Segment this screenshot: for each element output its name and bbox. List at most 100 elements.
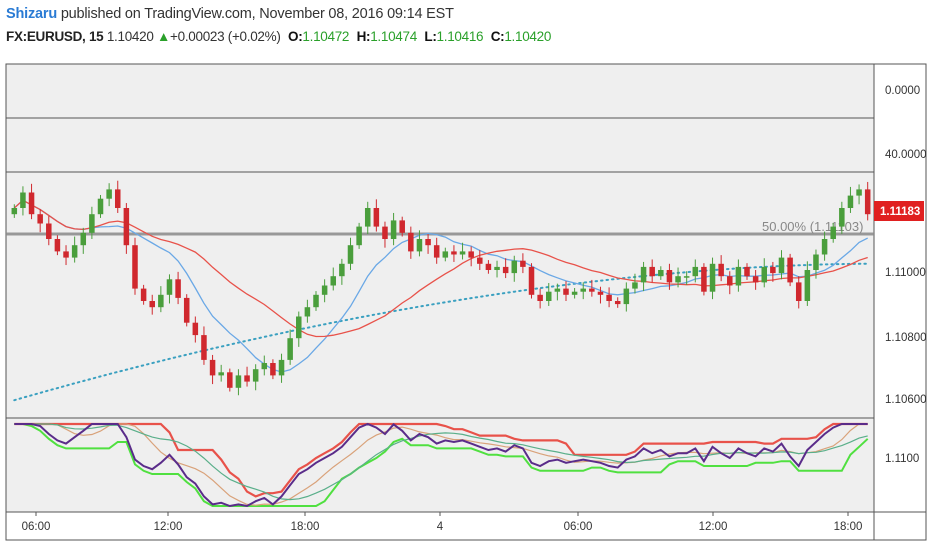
time-axis[interactable] — [5, 511, 875, 541]
candle — [795, 276, 802, 309]
candle-body — [123, 208, 130, 246]
candle — [114, 180, 121, 213]
candle — [502, 258, 509, 279]
candle — [597, 286, 604, 304]
candle-body — [201, 335, 207, 360]
candle — [666, 263, 673, 290]
candle-body — [425, 239, 431, 246]
candle-body — [166, 279, 173, 295]
time-tick-label: 06:00 — [22, 521, 51, 533]
candle-body — [80, 232, 87, 246]
candle — [709, 257, 716, 300]
candle — [270, 359, 276, 380]
candle-body — [761, 266, 768, 283]
candle-body — [692, 266, 699, 277]
candle-body — [563, 288, 569, 295]
candle — [416, 230, 423, 257]
candle — [97, 194, 104, 218]
candle — [537, 288, 543, 309]
price-axis[interactable] — [873, 63, 927, 513]
candle-body — [735, 266, 742, 286]
candle-body — [321, 285, 328, 295]
candle-body — [192, 322, 199, 336]
pane2-tick: 40.0000 — [885, 149, 927, 161]
time-tick-label: 06:00 — [564, 521, 593, 533]
time-tick-label: 4 — [437, 521, 444, 533]
candle-body — [278, 359, 285, 376]
candle-body — [54, 239, 61, 252]
candle-body — [408, 232, 414, 252]
candle-body — [106, 189, 112, 199]
candle — [296, 311, 302, 347]
candle — [382, 221, 388, 248]
candle-body — [589, 288, 595, 292]
candle-body — [339, 263, 345, 277]
author-link[interactable]: Shizaru — [6, 6, 57, 22]
candle — [589, 279, 595, 297]
open-label: O: — [288, 29, 303, 44]
candle-body — [658, 270, 664, 277]
symbol-label[interactable]: FX:EURUSD, 15 — [6, 29, 104, 44]
blue-ma-line — [13, 199, 868, 373]
candle-body — [520, 260, 526, 267]
candle — [528, 263, 535, 299]
candle-body — [847, 195, 854, 208]
candle — [201, 326, 207, 365]
candle-body — [666, 270, 673, 283]
candle — [571, 287, 578, 299]
candle — [433, 237, 440, 264]
candle-body — [727, 276, 733, 286]
candle-body — [545, 291, 552, 301]
candle — [89, 206, 95, 239]
axis-corner — [873, 511, 927, 541]
candle — [649, 259, 655, 283]
current-price-badge — [874, 201, 924, 221]
candle-body — [632, 282, 638, 289]
candle — [545, 283, 552, 306]
candle-body — [244, 375, 250, 382]
indicator-pane-2 — [5, 117, 875, 173]
candle-body — [459, 251, 466, 255]
high-label: H: — [356, 29, 371, 44]
oscillator-lines-layer — [14, 422, 869, 508]
candle-body — [20, 192, 26, 208]
pane1-tick: 0.0000 — [885, 85, 920, 97]
candle-body — [468, 251, 474, 258]
price-tick-2: 1.10800 — [885, 332, 927, 344]
candle-body — [649, 266, 655, 277]
candle-body — [261, 363, 268, 370]
fib-label: 50.00% (1.11103) — [762, 219, 863, 234]
high-value: 1.10474 — [370, 29, 417, 44]
candle — [554, 283, 561, 301]
moving-averages-layer — [13, 199, 868, 373]
candle-body — [554, 288, 561, 292]
candle-body — [640, 266, 647, 283]
candle — [778, 250, 785, 280]
up-arrow-icon: ▲ — [156, 29, 171, 44]
price-pane[interactable] — [5, 171, 875, 419]
candle — [132, 237, 138, 295]
publish-line: Shizaru published on TradingView.com, No… — [6, 6, 454, 22]
open-value: 1.10472 — [302, 29, 350, 44]
candle — [485, 260, 492, 274]
candle — [373, 199, 380, 232]
candle-body — [830, 226, 836, 239]
time-tick-label: 12:00 — [699, 521, 728, 533]
price-change: +0.00023 (+0.02%) — [170, 29, 281, 44]
candle — [364, 201, 371, 235]
candle — [313, 291, 319, 311]
candle-body — [718, 263, 724, 277]
candle — [606, 287, 612, 308]
candle-body — [821, 239, 828, 255]
candle-body — [114, 189, 121, 208]
candle-body — [296, 316, 302, 339]
candle — [408, 226, 414, 259]
candle — [752, 270, 759, 290]
candle — [718, 255, 724, 282]
candle — [20, 186, 26, 216]
candle-body — [606, 294, 612, 301]
candle — [563, 281, 569, 301]
candle — [675, 267, 681, 288]
candle — [813, 249, 819, 279]
